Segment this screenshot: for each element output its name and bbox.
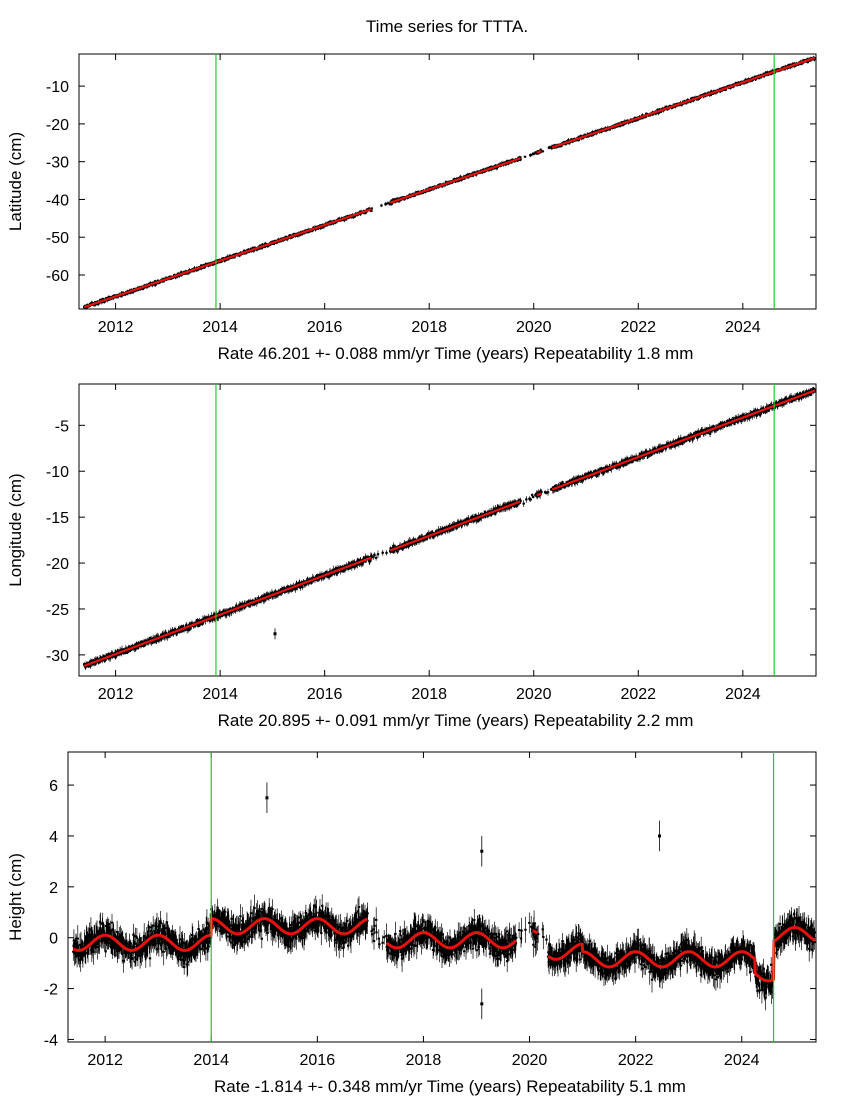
observations-series <box>72 782 816 1020</box>
y-axis-label: Latitude (cm) <box>6 132 25 231</box>
outlier-point <box>480 849 484 853</box>
y-tick-label: -60 <box>46 268 69 285</box>
y-tick-label: -30 <box>46 648 69 665</box>
x-axis-label: Rate 46.201 +- 0.088 mm/yr Time (years) … <box>218 344 694 363</box>
y-tick-label: -2 <box>44 982 58 999</box>
y-tick-label: -10 <box>46 464 69 481</box>
y-tick-label: -15 <box>46 510 69 527</box>
x-tick-label: 2014 <box>202 319 238 336</box>
x-tick-label: 2014 <box>202 686 238 703</box>
x-tick-label: 2024 <box>724 1052 760 1069</box>
x-tick-label: 2020 <box>516 686 552 703</box>
figure-title: Time series for TTTA. <box>366 17 528 36</box>
x-tick-label: 2022 <box>618 1052 654 1069</box>
y-tick-label: -50 <box>46 230 69 247</box>
x-tick-label: 2016 <box>307 319 343 336</box>
model-series <box>83 56 816 309</box>
plot-frame <box>78 383 817 677</box>
outlier-point <box>658 834 662 838</box>
x-tick-label: 2012 <box>98 319 134 336</box>
x-axis-label: Rate 20.895 +- 0.091 mm/yr Time (years) … <box>218 711 694 730</box>
x-tick-label: 2022 <box>620 686 656 703</box>
x-tick-label: 2014 <box>193 1052 229 1069</box>
outlier-point <box>265 796 269 800</box>
plot-area <box>72 782 816 1020</box>
y-tick-label: -25 <box>46 602 69 619</box>
height-panel: 2012 2014 2016 2018 2020 2022 2024 -4 -2 0 2 4 6 Rate… <box>6 751 817 1096</box>
y-tick-label: 2 <box>49 880 58 897</box>
x-tick-label: 2018 <box>411 319 447 336</box>
y-axis-label: Height (cm) <box>6 853 25 941</box>
plot-frame <box>78 53 817 310</box>
y-tick-label: -10 <box>46 79 69 96</box>
y-tick-label: -20 <box>46 556 69 573</box>
model-series <box>72 917 816 983</box>
plot-frame <box>67 751 817 1043</box>
y-tick-label: -4 <box>44 1032 58 1049</box>
x-tick-label: 2016 <box>307 686 343 703</box>
model-line <box>72 917 816 983</box>
x-tick-label: 2024 <box>725 686 761 703</box>
model-series <box>83 389 816 667</box>
y-axis-label: Longitude (cm) <box>6 473 25 586</box>
x-tick-label: 2016 <box>300 1052 336 1069</box>
y-tick-label: -30 <box>46 155 69 172</box>
y-tick-label: 6 <box>49 778 58 795</box>
x-tick-label: 2018 <box>406 1052 442 1069</box>
x-tick-label: 2012 <box>98 686 134 703</box>
outlier-point <box>480 1002 484 1006</box>
x-tick-label: 2012 <box>87 1052 123 1069</box>
x-tick-label: 2018 <box>411 686 447 703</box>
y-tick-label: -20 <box>46 117 69 134</box>
y-tick-label: -40 <box>46 192 69 209</box>
longitude-panel: 2012 2014 2016 2018 2020 2022 2024 -30 -25 -20 -15… <box>6 383 817 730</box>
outlier-point <box>273 632 277 636</box>
model-line <box>83 56 816 309</box>
y-tick-label: 0 <box>49 931 58 948</box>
plot-area <box>83 55 816 309</box>
y-tick-label: 4 <box>49 829 58 846</box>
x-axis-label: Rate -1.814 +- 0.348 mm/yr Time (years) … <box>214 1077 686 1096</box>
latitude-panel: 2012 2014 2016 2018 2020 2022 2024 -60 -50 -40 -30… <box>6 53 817 363</box>
x-tick-label: 2020 <box>512 1052 548 1069</box>
x-tick-label: 2022 <box>620 319 656 336</box>
x-tick-label: 2020 <box>516 319 552 336</box>
y-tick-label: -5 <box>55 418 69 435</box>
x-tick-label: 2024 <box>725 319 761 336</box>
model-line <box>83 389 816 667</box>
plot-area <box>83 386 816 671</box>
